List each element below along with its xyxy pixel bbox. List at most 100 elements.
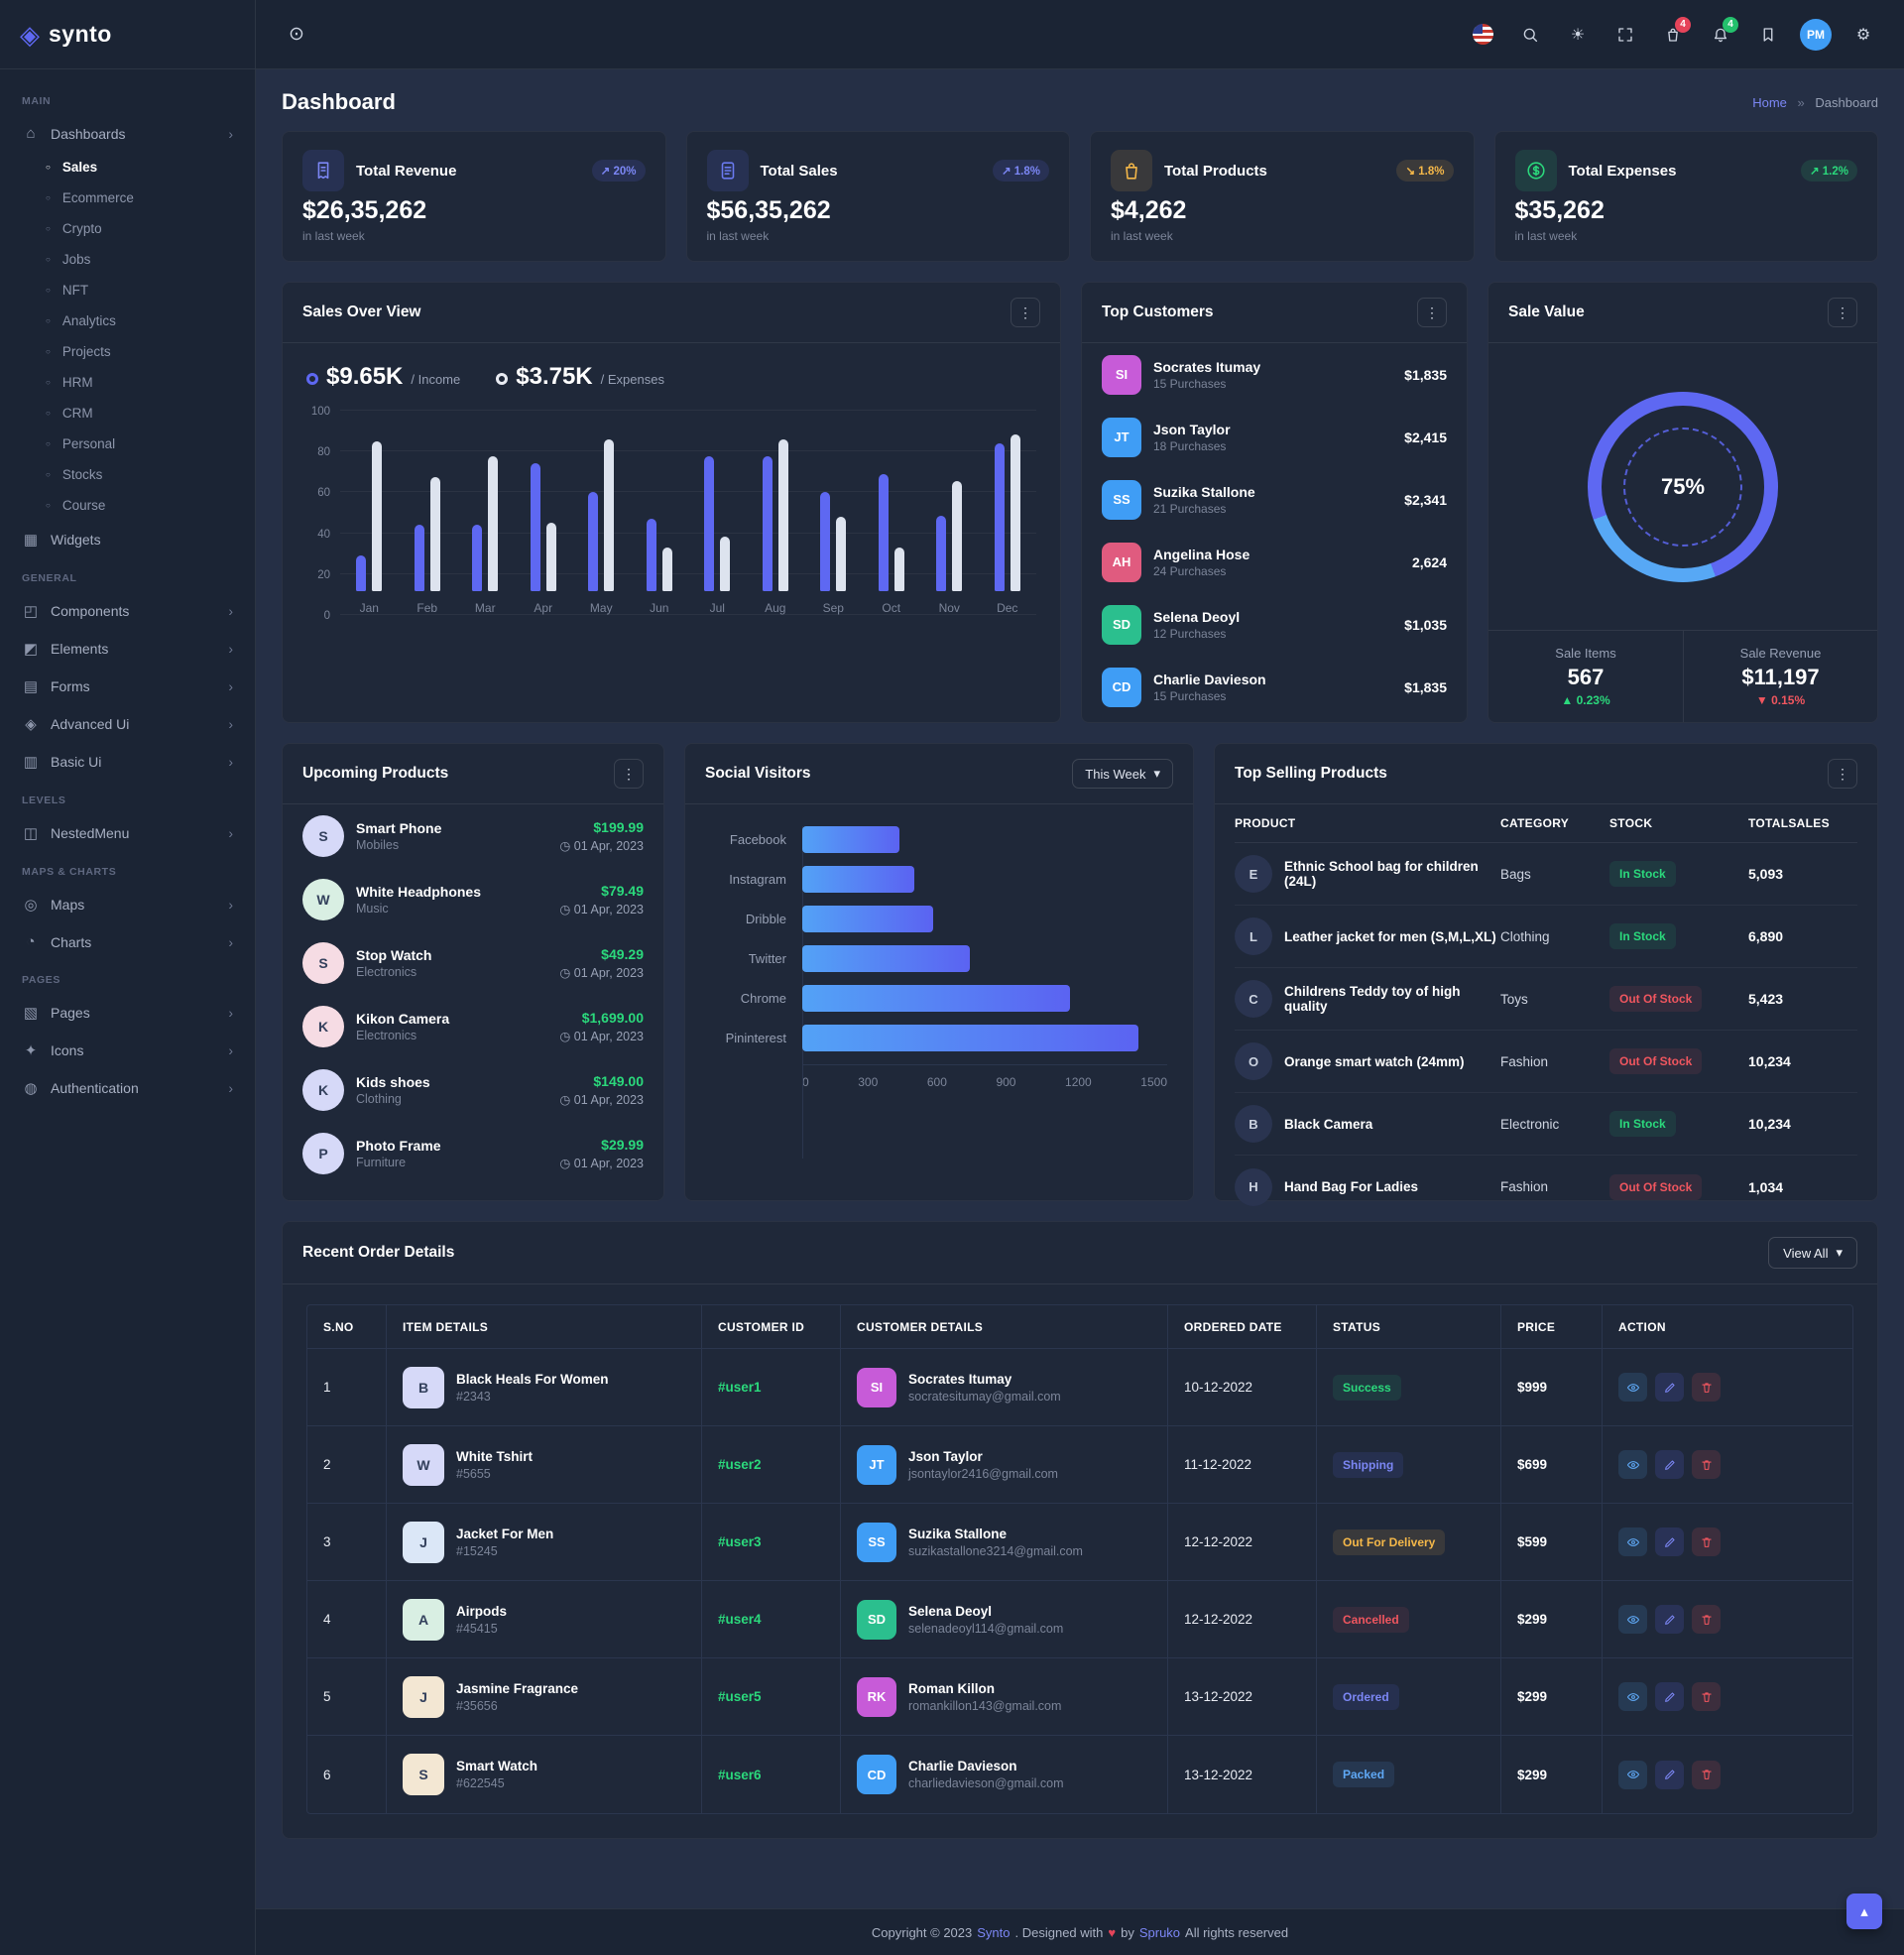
customer-list-item[interactable]: SD Selena Deoyl 12 Purchases $1,035 [1082, 593, 1467, 656]
table-row[interactable]: C Childrens Teddy toy of high quality To… [1235, 968, 1857, 1031]
sidebar-item[interactable]: ◰ Components › [23, 603, 233, 620]
user-avatar[interactable]: PM [1797, 16, 1835, 54]
table-row[interactable]: B Black Camera Electronic In Stock 10,23… [1235, 1093, 1857, 1156]
sidebar-subitem[interactable]: Projects [0, 336, 255, 367]
breadcrumb-home-link[interactable]: Home [1752, 94, 1787, 110]
kebab-menu-button[interactable] [614, 759, 644, 789]
sidebar-item[interactable]: ✦ Icons › [0, 1032, 255, 1069]
cart-icon[interactable]: 4 [1654, 16, 1692, 54]
sidebar-subitem[interactable]: Analytics [0, 305, 255, 336]
customer-list-item[interactable]: JT Json Taylor 18 Purchases $2,415 [1082, 406, 1467, 468]
sidebar-item[interactable]: ▦ Widgets [23, 532, 101, 549]
status-badge: Ordered [1333, 1683, 1399, 1710]
sidebar-subitem[interactable]: NFT [0, 275, 255, 305]
sidebar-subitem[interactable]: Ecommerce [0, 183, 255, 213]
breadcrumb-separator: » [1797, 94, 1805, 110]
brand-logo-icon: ◈ [20, 19, 40, 50]
delete-trash-icon[interactable] [1692, 1760, 1721, 1789]
customer-list-item[interactable]: CD Charlie Davieson 15 Purchases $1,835 [1082, 656, 1467, 718]
table-header-row: S.NO ITEM DETAILS CUSTOMER ID CUSTOMER D… [307, 1305, 1852, 1349]
view-eye-icon[interactable] [1618, 1373, 1647, 1402]
notifications-bell-icon[interactable]: 4 [1702, 16, 1739, 54]
delete-trash-icon[interactable] [1692, 1682, 1721, 1711]
sidebar-subitem[interactable]: Crypto [0, 213, 255, 244]
sidebar-subitem[interactable]: CRM [0, 398, 255, 428]
customer-list-item[interactable]: AH Angelina Hose 24 Purchases 2,624 [1082, 531, 1467, 593]
product-list-item[interactable]: K Kikon Camera Electronics $1,699.00 ◷ 0… [283, 995, 663, 1058]
delete-trash-icon[interactable] [1692, 1450, 1721, 1479]
avatar: CD [857, 1755, 896, 1794]
kebab-menu-button[interactable] [1828, 759, 1857, 789]
delete-trash-icon[interactable] [1692, 1373, 1721, 1402]
sidebar-item[interactable]: ◔ Charts › [0, 923, 255, 960]
view-eye-icon[interactable] [1618, 1760, 1647, 1789]
product-list-item[interactable]: S Smart Phone Mobiles $199.99 ◷ 01 Apr, … [283, 804, 663, 868]
table-row[interactable]: H Hand Bag For Ladies Fashion Out Of Sto… [1235, 1156, 1857, 1218]
item-image: J [403, 1521, 444, 1563]
table-row[interactable]: E Ethnic School bag for children (24L) B… [1235, 843, 1857, 906]
sidebar-item[interactable]: ◍ Authentication › [0, 1069, 255, 1107]
chrome-bar [802, 985, 1070, 1012]
delete-trash-icon[interactable] [1692, 1605, 1721, 1634]
sidebar-subitem[interactable]: Personal [0, 428, 255, 459]
avatar: SI [857, 1367, 896, 1407]
chevron-right-icon: › [228, 933, 233, 950]
kebab-menu-button[interactable] [1417, 298, 1447, 327]
cart-count-badge: 4 [1675, 16, 1691, 33]
week-select-dropdown[interactable]: This Week ▾ [1072, 759, 1173, 789]
brand[interactable]: ◈ synto [0, 0, 255, 69]
sidebar-subitem[interactable]: Sales [0, 152, 255, 183]
edit-pencil-icon[interactable] [1655, 1450, 1684, 1479]
edit-pencil-icon[interactable] [1655, 1682, 1684, 1711]
kebab-menu-button[interactable] [1828, 298, 1857, 327]
sidebar-toggle-icon[interactable]: ⊙ [289, 24, 304, 45]
customer-list-item[interactable]: SI Socrates Itumay 15 Purchases $1,835 [1082, 343, 1467, 406]
breadcrumb-current: Dashboard [1815, 94, 1878, 110]
theme-toggle-sun-icon[interactable]: ☀ [1570, 26, 1586, 44]
edit-pencil-icon[interactable] [1655, 1527, 1684, 1556]
fullscreen-icon[interactable] [1606, 16, 1644, 54]
footer-designer-link[interactable]: Spruko [1138, 1924, 1181, 1940]
sidebar-item[interactable]: ◫ NestedMenu › [23, 825, 233, 842]
edit-pencil-icon[interactable] [1655, 1373, 1684, 1402]
product-list-item[interactable]: W White Headphones Music $79.49 ◷ 01 Apr… [283, 868, 663, 931]
sidebar-item[interactable]: ◎ Maps › [0, 886, 255, 923]
product-list-item[interactable]: S Stop Watch Electronics $49.29 ◷ 01 Apr… [283, 931, 663, 995]
view-all-button[interactable]: View All ▾ [1768, 1237, 1857, 1269]
customer-list-item[interactable]: SS Suzika Stallone 21 Purchases $2,341 [1082, 468, 1467, 531]
product-list-item[interactable]: K Kids shoes Clothing $149.00 ◷ 01 Apr, … [283, 1058, 663, 1122]
sidebar-item[interactable]: ⌂ Dashboards › [0, 115, 255, 152]
sidebar-subitem[interactable]: HRM [0, 367, 255, 398]
edit-pencil-icon[interactable] [1655, 1605, 1684, 1634]
search-icon[interactable] [1511, 16, 1549, 54]
scroll-to-top-button[interactable]: ▴ [1846, 1894, 1882, 1929]
view-eye-icon[interactable] [1618, 1605, 1647, 1634]
stock-badge: Out Of Stock [1609, 1048, 1703, 1074]
delete-trash-icon[interactable] [1692, 1527, 1721, 1556]
sidebar-subitem[interactable]: Course [0, 490, 255, 521]
sidebar-item[interactable]: ◩ Elements › [23, 641, 233, 658]
product-list-item[interactable]: P Photo Frame Furniture $29.99 ◷ 01 Apr,… [283, 1122, 663, 1185]
top-customers-list: SI Socrates Itumay 15 Purchases $1,835 J… [1082, 343, 1467, 718]
language-flag-icon[interactable] [1464, 16, 1501, 54]
view-eye-icon[interactable] [1618, 1450, 1647, 1479]
sidebar-item[interactable]: ▧ Pages › [23, 1005, 233, 1022]
sidebar-subitem[interactable]: Jobs [0, 244, 255, 275]
view-eye-icon[interactable] [1618, 1682, 1647, 1711]
edit-pencil-icon[interactable] [1655, 1760, 1684, 1789]
sidebar-item[interactable]: ◈ Advanced Ui › [0, 705, 255, 743]
sidebar-item[interactable]: ▤ Forms › [23, 678, 233, 695]
sidebar-nav: MAIN ⌂ Dashboards › Sales [0, 69, 255, 1119]
sidebar-subitem[interactable]: Stocks [0, 459, 255, 490]
table-row[interactable]: O Orange smart watch (24mm) Fashion Out … [1235, 1031, 1857, 1093]
product-image: C [1235, 980, 1272, 1018]
table-row[interactable]: L Leather jacket for men (S,M,L,XL) Clot… [1235, 906, 1857, 968]
settings-gear-icon[interactable]: ⚙ [1855, 26, 1871, 44]
income-bar [472, 524, 483, 591]
sidebar-item-icon: ◈ [25, 716, 37, 733]
sidebar-item[interactable]: ▥ Basic Ui › [23, 754, 233, 771]
kebab-menu-button[interactable] [1011, 298, 1040, 327]
bookmark-icon[interactable] [1749, 16, 1787, 54]
view-eye-icon[interactable] [1618, 1527, 1647, 1556]
footer-brand-link[interactable]: Synto [977, 1924, 1011, 1940]
